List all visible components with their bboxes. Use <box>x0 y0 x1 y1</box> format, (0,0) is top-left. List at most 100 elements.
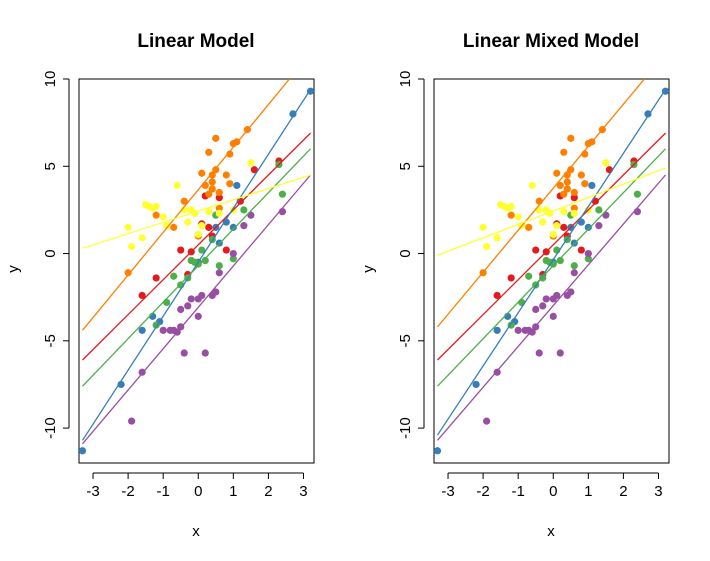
data-point-yellow <box>483 242 491 251</box>
data-point-green <box>633 190 642 198</box>
data-point-yellow <box>205 208 213 216</box>
data-point-orange <box>567 134 575 142</box>
chart-title: Linear Mixed Model <box>463 31 639 52</box>
data-point-orange <box>577 171 585 179</box>
panel-linear-mixed-model: Linear Mixed Model x y -3 -2 -1 0 1 2 3-10-505… <box>360 31 670 540</box>
data-point-red <box>222 246 230 254</box>
data-point-purple <box>180 349 188 357</box>
chart-title: Linear Model <box>137 31 254 52</box>
data-point-orange <box>205 148 213 156</box>
x-tick-label: 3 <box>654 483 662 500</box>
y-tick-label: 10 <box>397 71 414 88</box>
data-point-orange <box>560 148 568 156</box>
data-point-blue <box>588 181 596 190</box>
fit-line-orange <box>82 79 290 331</box>
data-point-yellow <box>553 222 561 230</box>
x-tick-label: 2 <box>619 483 627 500</box>
data-point-red <box>205 223 213 231</box>
data-point-green <box>546 258 554 266</box>
data-point-orange <box>124 269 132 277</box>
fit-line-purple <box>82 174 311 445</box>
data-point-orange <box>205 190 213 198</box>
data-point-red <box>493 291 501 300</box>
data-point-purple <box>493 368 501 376</box>
data-point-orange <box>563 178 571 186</box>
data-point-blue <box>584 223 592 231</box>
data-point-blue <box>289 110 297 118</box>
data-point-yellow <box>602 159 610 167</box>
data-point-red <box>577 246 585 254</box>
fit-line-red <box>437 132 666 361</box>
data-point-red <box>177 246 185 254</box>
x-tick-label: 0 <box>194 483 202 500</box>
data-point-purple <box>128 417 136 425</box>
data-point-purple <box>556 349 564 357</box>
data-point-yellow <box>184 218 192 226</box>
x-tick-label: 0 <box>549 483 557 500</box>
data-point-yellow <box>539 218 547 226</box>
data-point-green <box>201 256 209 265</box>
x-axis-label: x <box>547 523 555 540</box>
data-point-blue <box>78 447 87 455</box>
data-point-purple <box>483 417 491 425</box>
x-tick-label: -3 <box>86 483 99 500</box>
data-point-orange <box>525 223 533 231</box>
data-point-orange <box>208 171 216 179</box>
data-point-red <box>138 291 146 300</box>
data-point-purple <box>187 295 195 303</box>
data-point-green <box>278 190 287 198</box>
data-point-yellow <box>528 181 536 190</box>
data-point-orange <box>567 166 575 174</box>
data-point-purple <box>549 312 557 320</box>
data-point-blue <box>472 380 480 389</box>
data-point-yellow <box>215 209 223 217</box>
plot-frame <box>78 78 315 464</box>
data-point-purple <box>553 291 561 300</box>
y-tick-label: -10 <box>397 417 414 439</box>
data-point-orange <box>570 204 578 212</box>
data-point-blue <box>233 181 241 190</box>
data-point-purple <box>201 349 209 357</box>
data-point-green <box>229 255 237 263</box>
data-point-blue <box>222 218 230 226</box>
data-point-red <box>560 223 568 231</box>
data-point-yellow <box>198 222 206 230</box>
data-point-yellow <box>124 223 132 231</box>
data-point-red <box>152 274 160 282</box>
y-tick-label: 0 <box>397 249 414 257</box>
data-point-purple <box>570 269 578 277</box>
data-point-green <box>163 298 171 307</box>
data-point-green <box>570 262 578 270</box>
data-point-orange <box>560 190 568 198</box>
data-point-blue <box>229 223 237 231</box>
y-tick-label: 5 <box>42 162 59 170</box>
data-point-yellow <box>479 223 487 231</box>
data-point-purple <box>159 326 167 334</box>
data-point-green <box>518 298 526 307</box>
x-tick-label: 1 <box>229 483 237 500</box>
data-point-purple <box>240 222 248 230</box>
data-point-red <box>570 194 578 202</box>
x-tick-label: 2 <box>264 483 272 500</box>
data-point-purple <box>542 295 550 303</box>
data-point-green <box>539 274 547 282</box>
data-point-blue <box>493 326 501 334</box>
data-point-purple <box>229 249 237 258</box>
data-point-red <box>215 194 223 202</box>
y-tick-label: 10 <box>42 71 59 88</box>
y-tick-label: -5 <box>397 334 414 347</box>
x-tick-label: -2 <box>121 483 134 500</box>
data-point-purple <box>194 312 202 320</box>
data-point-green <box>525 272 533 280</box>
data-point-red <box>507 274 515 282</box>
x-tick-label: 1 <box>584 483 592 500</box>
data-point-yellow <box>570 209 578 217</box>
data-point-green <box>584 255 592 263</box>
data-point-orange <box>507 211 515 219</box>
data-point-green <box>170 272 178 280</box>
data-point-blue <box>433 447 442 455</box>
data-point-yellow <box>152 202 160 211</box>
data-point-red <box>532 246 540 254</box>
data-point-purple <box>177 305 185 313</box>
